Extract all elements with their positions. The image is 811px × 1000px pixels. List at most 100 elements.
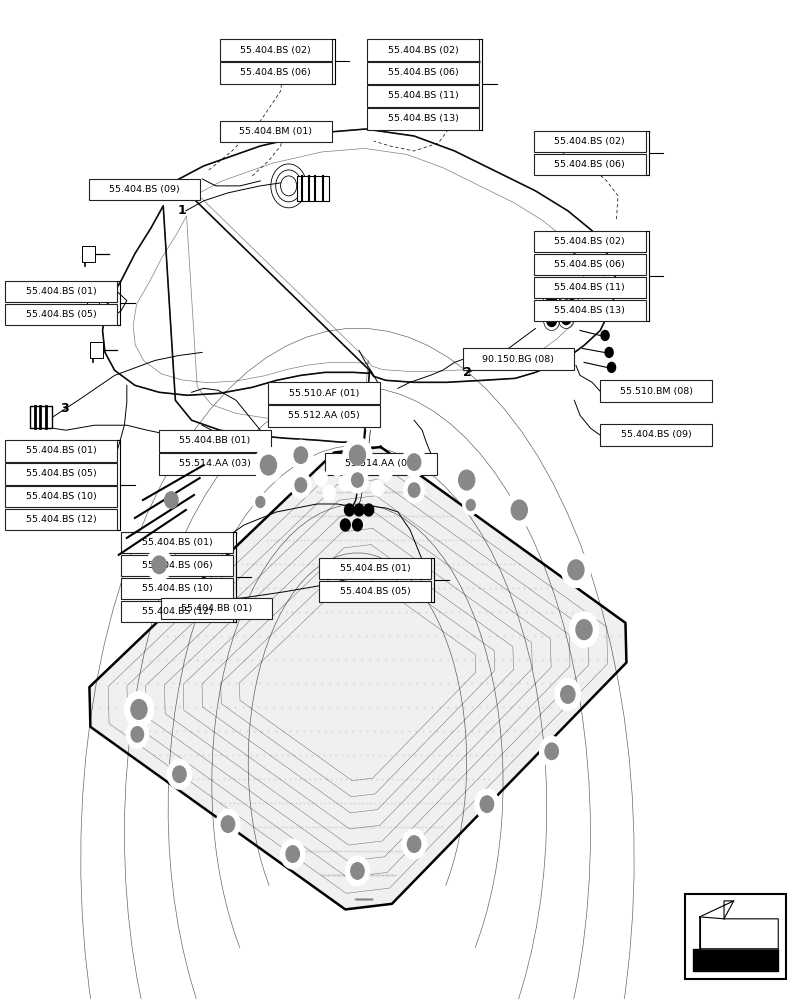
Circle shape [252, 492, 268, 512]
Circle shape [544, 743, 558, 760]
Bar [684, 894, 785, 979]
Bar [6, 440, 117, 462]
Circle shape [546, 315, 556, 326]
Circle shape [146, 549, 172, 581]
Bar [533, 231, 645, 252]
Circle shape [285, 846, 299, 862]
Bar [159, 453, 271, 475]
Circle shape [173, 766, 186, 782]
Bar [82, 246, 95, 262]
Bar [161, 598, 272, 619]
Bar [533, 254, 645, 275]
Circle shape [165, 492, 178, 508]
Bar [367, 108, 478, 130]
Bar [121, 555, 233, 576]
Circle shape [560, 686, 574, 703]
Text: 55.404.BS (06): 55.404.BS (06) [240, 68, 311, 77]
Text: 55.404.BS (10): 55.404.BS (10) [26, 492, 97, 501]
Text: 55.404.BS (06): 55.404.BS (06) [387, 68, 457, 77]
Circle shape [546, 295, 556, 307]
Circle shape [344, 504, 354, 516]
Circle shape [294, 478, 307, 492]
Circle shape [363, 458, 375, 474]
Circle shape [607, 362, 615, 372]
Polygon shape [693, 949, 777, 971]
Circle shape [363, 504, 373, 516]
Circle shape [340, 519, 350, 531]
Circle shape [351, 473, 363, 487]
Circle shape [401, 829, 426, 859]
Bar [88, 179, 200, 200]
Circle shape [346, 467, 367, 493]
Text: 55.404.BS (11): 55.404.BS (11) [387, 91, 457, 100]
Text: 55.404.BS (05): 55.404.BS (05) [26, 310, 97, 319]
Bar [87, 298, 99, 314]
Circle shape [152, 556, 166, 574]
Text: 90.150.BG (08): 90.150.BG (08) [482, 355, 554, 364]
Circle shape [567, 560, 583, 580]
Text: 55.404.BS (12): 55.404.BS (12) [141, 607, 212, 616]
Circle shape [352, 519, 362, 531]
Polygon shape [89, 447, 625, 909]
Text: 55.404.BS (06): 55.404.BS (06) [141, 561, 212, 570]
Bar [268, 382, 380, 404]
Text: 55.404.BM (01): 55.404.BM (01) [239, 127, 312, 136]
Circle shape [554, 679, 580, 710]
Circle shape [474, 789, 499, 819]
Text: 55.404.BS (02): 55.404.BS (02) [240, 46, 311, 55]
Circle shape [167, 759, 191, 789]
Circle shape [539, 736, 563, 766]
Bar [159, 430, 271, 452]
Circle shape [330, 460, 343, 476]
Circle shape [338, 475, 351, 491]
Bar [121, 578, 233, 599]
Bar [220, 62, 331, 84]
Text: 3: 3 [60, 402, 69, 415]
Text: 55.404.BB (01): 55.404.BB (01) [181, 604, 252, 613]
Bar [533, 154, 645, 175]
Text: 1: 1 [178, 204, 187, 217]
Circle shape [281, 839, 304, 869]
Text: 55.404.BS (06): 55.404.BS (06) [554, 160, 624, 169]
Circle shape [511, 500, 526, 520]
Text: 55.510.BM (08): 55.510.BM (08) [619, 387, 692, 396]
Circle shape [260, 455, 276, 475]
Bar [599, 380, 711, 402]
Circle shape [126, 720, 148, 748]
Bar [121, 532, 233, 553]
Bar [462, 348, 573, 370]
Text: 55.404.BS (01): 55.404.BS (01) [26, 446, 97, 455]
Circle shape [294, 447, 307, 463]
Bar [30, 406, 52, 428]
Bar [367, 85, 478, 107]
Bar [324, 453, 436, 475]
Circle shape [575, 620, 591, 640]
Text: 55.404.BS (01): 55.404.BS (01) [340, 564, 410, 573]
Text: 55.404.BS (09): 55.404.BS (09) [109, 185, 180, 194]
Circle shape [254, 447, 283, 483]
Text: 55.404.BS (10): 55.404.BS (10) [141, 584, 212, 593]
Circle shape [349, 445, 365, 465]
Circle shape [600, 330, 608, 340]
Circle shape [354, 475, 367, 491]
Text: 55.514.AA (05): 55.514.AA (05) [345, 459, 416, 468]
Polygon shape [699, 901, 777, 949]
Circle shape [558, 285, 568, 297]
Circle shape [216, 809, 240, 839]
Circle shape [354, 504, 363, 516]
Circle shape [403, 477, 424, 503]
Circle shape [350, 863, 363, 879]
Circle shape [131, 727, 144, 742]
Bar [319, 558, 431, 579]
Text: 55.404.BS (02): 55.404.BS (02) [554, 137, 624, 146]
Circle shape [290, 472, 311, 498]
Circle shape [124, 691, 153, 727]
Circle shape [458, 470, 474, 490]
Circle shape [342, 437, 371, 473]
Circle shape [504, 492, 533, 528]
Bar [6, 304, 117, 325]
Circle shape [371, 480, 384, 496]
Circle shape [345, 856, 369, 886]
Bar [6, 486, 117, 507]
Circle shape [159, 485, 183, 515]
